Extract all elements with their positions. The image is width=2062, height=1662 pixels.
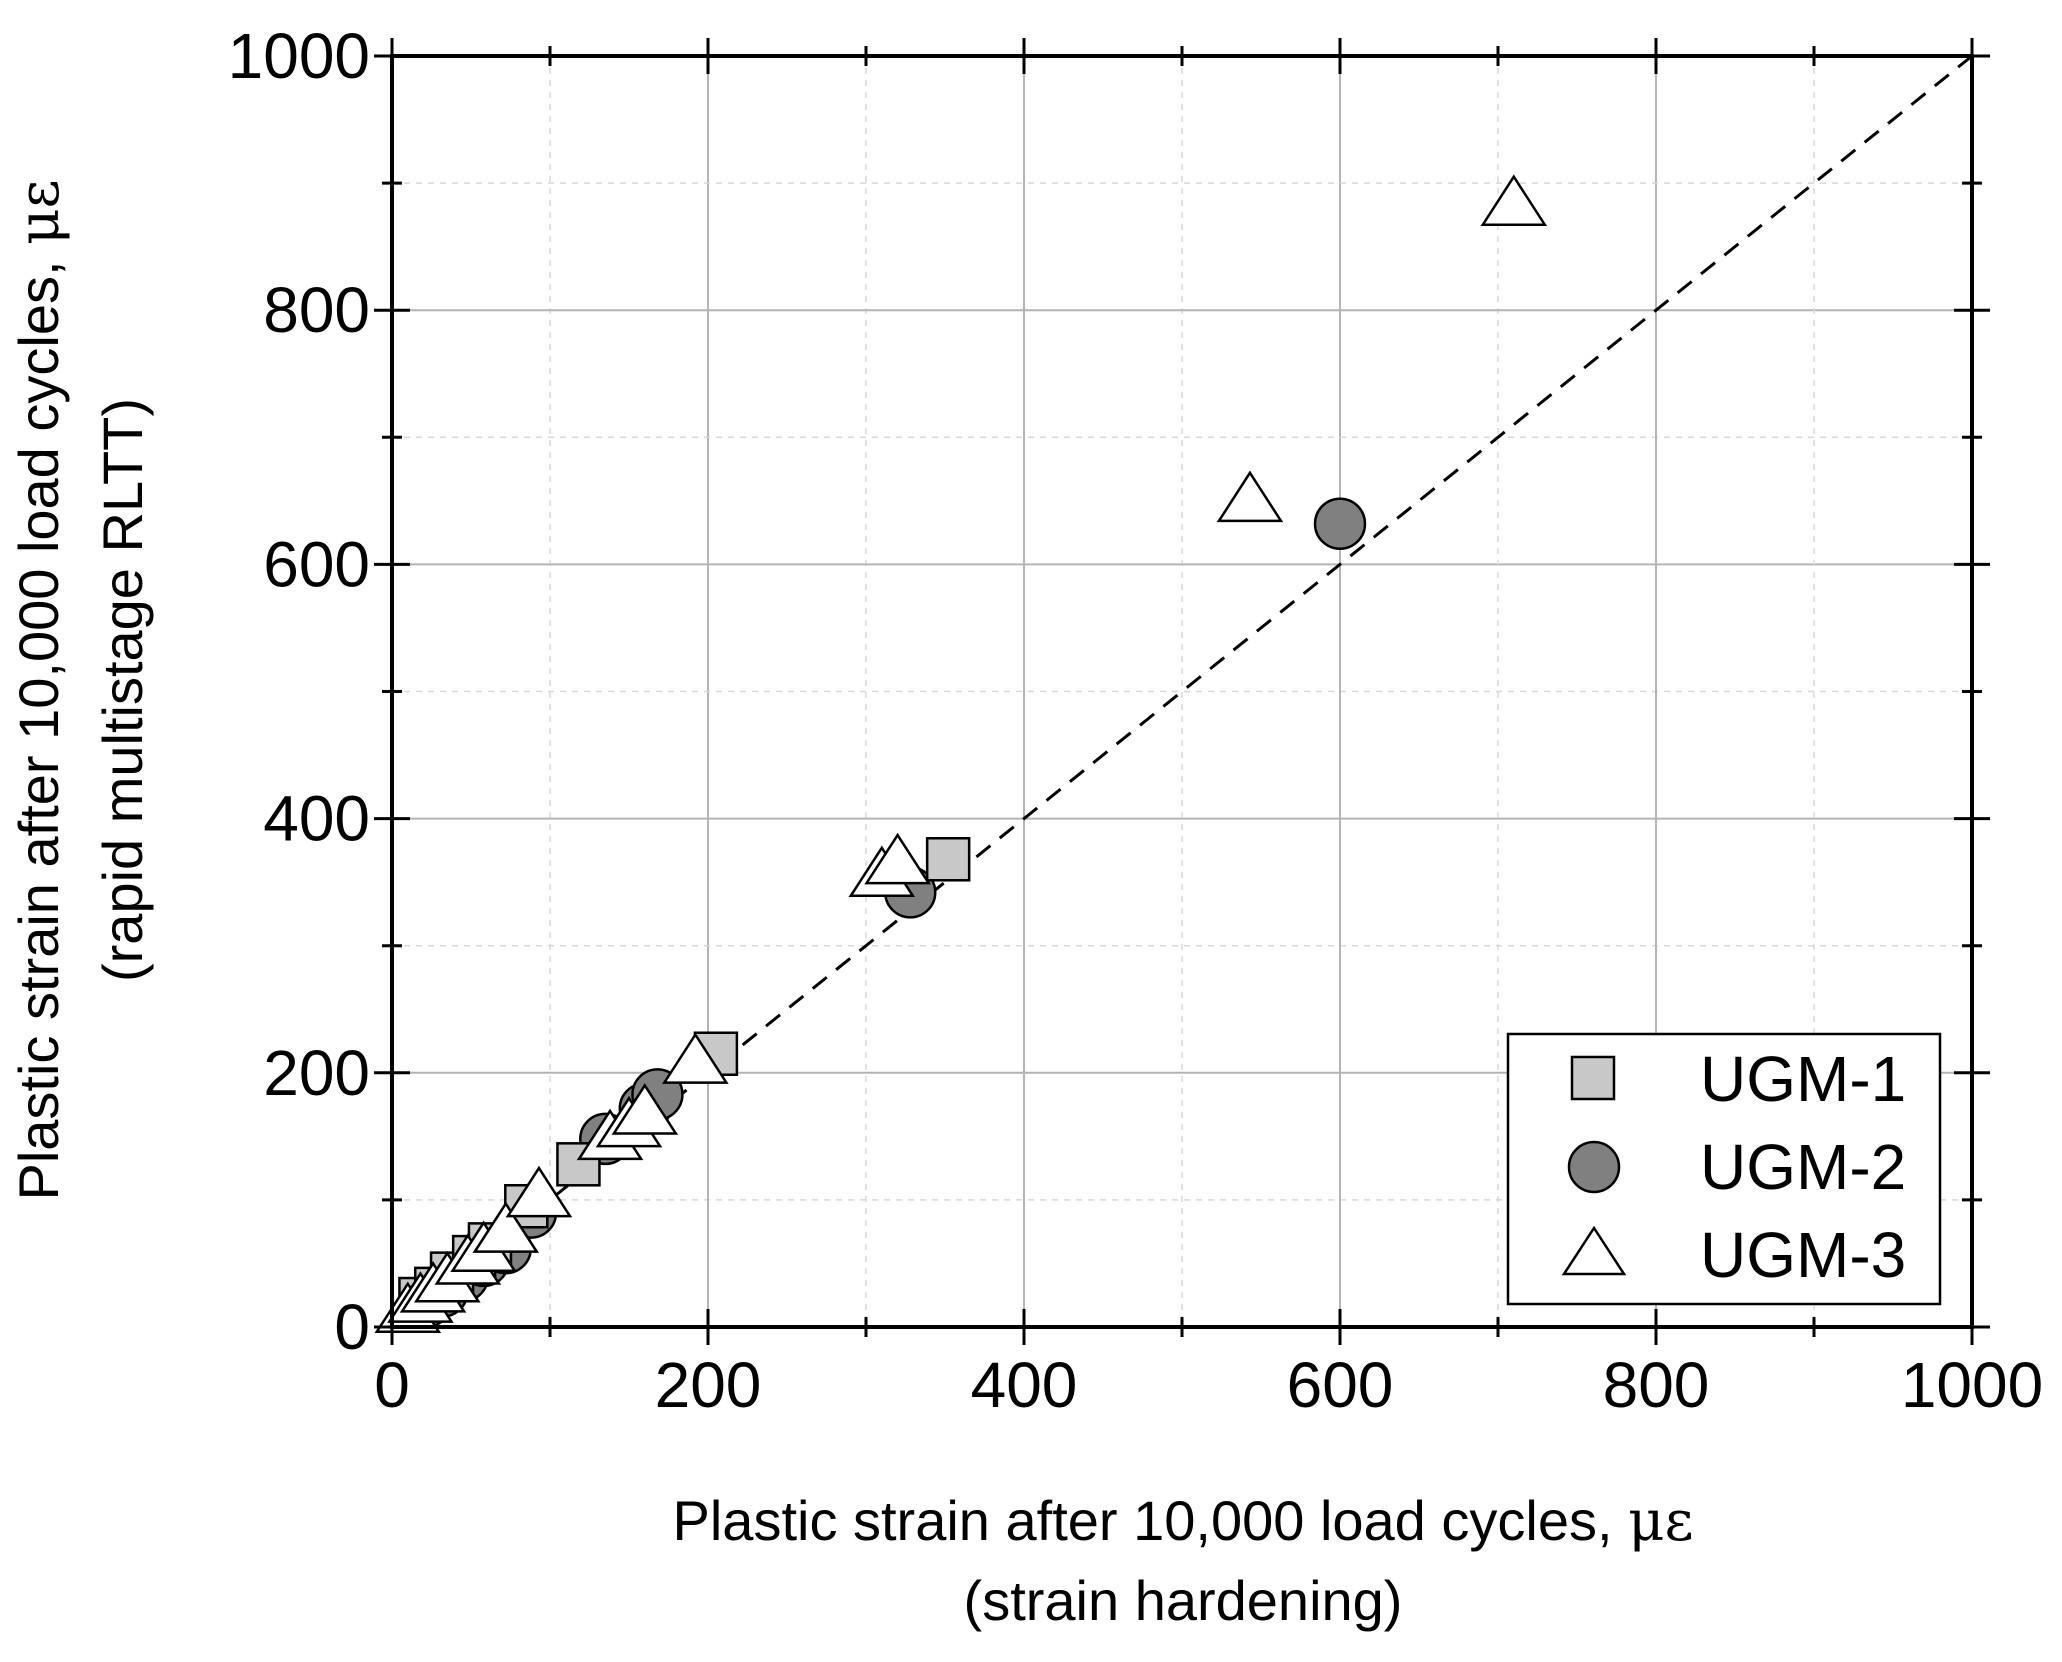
legend-label-ugm-2: UGM-2 (1700, 1131, 1906, 1203)
y-tick-label: 1000 (228, 20, 370, 92)
y-axis-subtitle: (rapid multistage RLTT) (91, 398, 154, 982)
data-point-ugm-3 (864, 832, 931, 885)
data-point-ugm-3 (472, 1201, 540, 1253)
y-axis-tick-labels: 0 200 400 600 800 1000 (228, 20, 370, 1363)
data-point-ugm-3 (505, 1165, 573, 1218)
x-tick-label: 0 (374, 1349, 410, 1421)
y-tick-label: 400 (263, 783, 370, 855)
y-tick-label: 800 (263, 274, 370, 346)
data-point-ugm-1 (925, 837, 971, 882)
x-tick-label: 1000 (1901, 1349, 2043, 1421)
legend-label-ugm-1: UGM-1 (1700, 1043, 1906, 1115)
data-point-ugm-3 (1216, 470, 1284, 523)
y-tick-label: 200 (263, 1037, 370, 1109)
data-point-ugm-3 (1480, 174, 1548, 226)
y-axis-title-text: Plastic strain after 10,000 load cycles, (7, 245, 70, 1201)
x-tick-label: 800 (1603, 1349, 1710, 1421)
x-tick-label: 200 (655, 1349, 762, 1421)
data-point-ugm-3 (611, 1083, 679, 1135)
legend-marker-ugm-3 (1561, 1225, 1627, 1276)
x-axis-title-text: Plastic strain after 10,000 load cycles, (673, 1489, 1629, 1552)
data-point-ugm-2 (1313, 497, 1367, 550)
x-axis-title: Plastic strain after 10,000 load cycles,… (673, 1489, 1694, 1554)
legend-label-ugm-3: UGM-3 (1700, 1219, 1906, 1291)
y-axis-title: Plastic strain after 10,000 load cycles,… (7, 180, 72, 1201)
x-axis-tick-labels: 0 200 400 600 800 1000 (374, 1349, 2043, 1421)
data-series (374, 174, 1548, 1333)
legend: UGM-1 UGM-2 UGM-3 (1506, 1032, 1942, 1306)
x-tick-label: 400 (971, 1349, 1078, 1421)
x-tick-label: 600 (1287, 1349, 1394, 1421)
legend-marker-ugm-1 (1570, 1055, 1616, 1101)
series-ugm-3 (374, 174, 1548, 1333)
data-point-ugm-3 (662, 1032, 729, 1084)
axis-ticks (374, 38, 1990, 1345)
y-tick-label: 0 (334, 1291, 370, 1363)
y-tick-label: 600 (263, 528, 370, 600)
x-axis-unit: με (1628, 1489, 1693, 1554)
x-axis-subtitle: (strain hardening) (964, 1569, 1403, 1632)
y-axis-unit: με (7, 180, 72, 245)
legend-marker-ugm-2 (1567, 1140, 1621, 1194)
